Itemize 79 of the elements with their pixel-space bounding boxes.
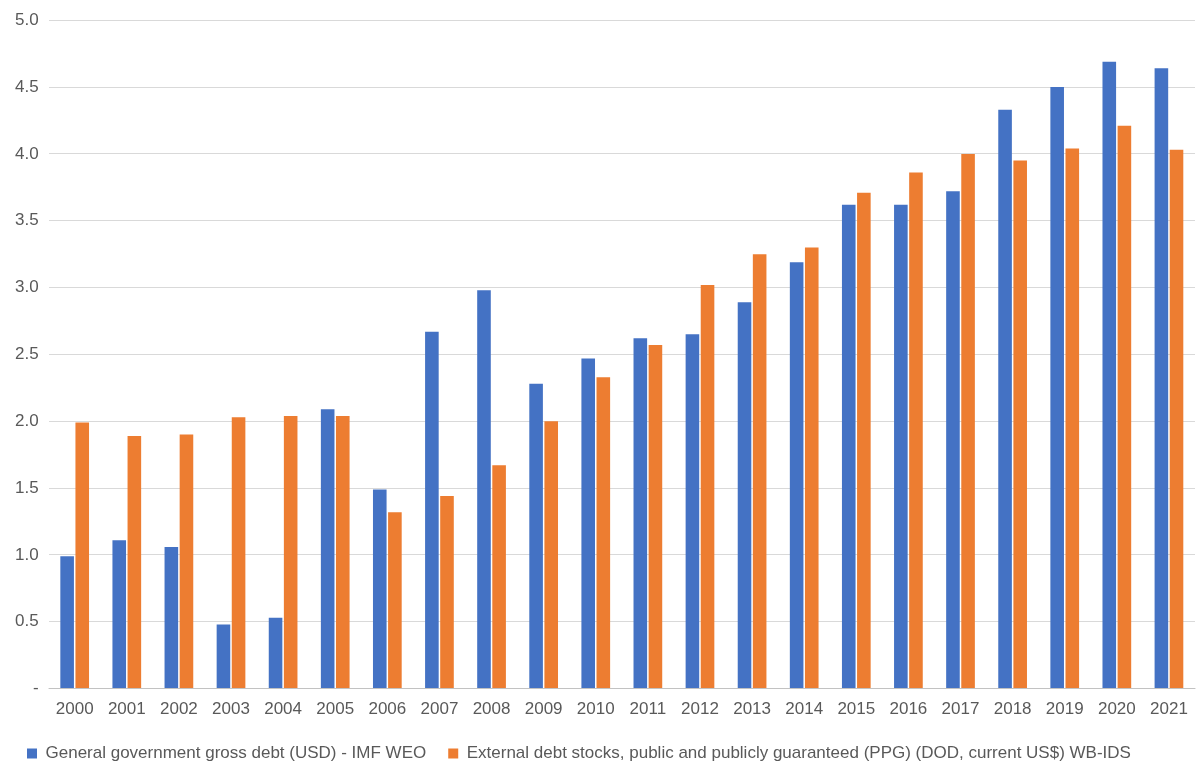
x-tick-label: 2006	[368, 699, 407, 719]
y-tick-label: 3.0	[14, 277, 39, 297]
bar	[529, 383, 543, 689]
x-tick-label: 2012	[681, 699, 719, 719]
x-tick-label: 2003	[212, 699, 250, 719]
x-tick-label: 2017	[941, 699, 980, 719]
bar	[127, 435, 142, 689]
bar	[216, 624, 231, 689]
bar	[75, 422, 90, 689]
x-tick-label: 2016	[889, 699, 928, 719]
x-tick-label: 2002	[159, 699, 198, 719]
bar	[179, 434, 194, 689]
bar	[231, 417, 246, 689]
bar	[857, 192, 871, 689]
bar	[492, 465, 506, 689]
bar	[894, 204, 908, 689]
bar	[1013, 160, 1027, 689]
bar	[335, 415, 350, 689]
x-tick-label: 2004	[264, 699, 303, 719]
bar	[477, 290, 491, 689]
bar	[1169, 149, 1184, 689]
x-tick-label: 2015	[837, 699, 876, 719]
bar	[789, 262, 804, 689]
x-tick-label: 2008	[472, 699, 511, 719]
bar	[961, 153, 975, 689]
x-tick-label: 2000	[55, 699, 94, 719]
x-tick-label: 2014	[785, 699, 824, 719]
bar	[372, 489, 387, 689]
bar	[544, 421, 559, 689]
bar	[737, 302, 752, 689]
x-tick-label: 2019	[1045, 699, 1084, 719]
y-tick-label: 3.5	[14, 210, 39, 230]
x-tick-label: 2020	[1097, 699, 1136, 719]
bar	[1050, 87, 1064, 689]
bar	[998, 109, 1012, 689]
bar	[946, 191, 960, 689]
x-tick-label: 2021	[1150, 699, 1188, 719]
x-tick-label: 2001	[107, 699, 146, 719]
bar	[1102, 61, 1117, 689]
y-tick-label: 2.5	[14, 344, 39, 364]
bar	[388, 512, 402, 689]
bar	[581, 358, 596, 689]
x-tick-label: 2010	[576, 699, 615, 719]
y-tick-label: -	[32, 678, 39, 698]
bar	[596, 377, 611, 689]
bar	[909, 172, 923, 689]
y-tick-label: 2.0	[14, 410, 39, 430]
bar	[440, 496, 454, 689]
bar	[841, 204, 856, 689]
bar	[320, 409, 335, 689]
x-tick-label: 2018	[993, 699, 1032, 719]
x-tick-label: 2013	[733, 699, 771, 719]
bar	[633, 338, 648, 689]
bar	[425, 331, 439, 689]
bar	[283, 415, 298, 689]
bar	[1154, 68, 1169, 689]
legend-label: External debt stocks, public and publicly guaranteed (PPG) (DOD, current US$) WB-IDS	[466, 743, 1131, 763]
bar	[1065, 148, 1080, 689]
bar	[164, 546, 179, 689]
y-tick-label: 1.0	[14, 544, 39, 564]
y-tick-label: 5.0	[14, 9, 39, 29]
y-tick-label: 0.5	[14, 611, 39, 631]
legend-label: General government gross debt (USD) - IMF WEO	[45, 743, 427, 763]
y-tick-label: 1.5	[14, 477, 39, 497]
bar	[1117, 125, 1132, 689]
x-tick-label: 2011	[629, 699, 667, 719]
bar	[112, 540, 127, 689]
bar	[804, 247, 819, 689]
bar	[752, 254, 767, 689]
bar	[700, 284, 715, 689]
x-tick-label: 2009	[524, 699, 563, 719]
y-tick-label: 4.0	[14, 143, 39, 163]
bar	[648, 345, 663, 689]
bar	[685, 334, 700, 689]
bar	[60, 556, 74, 689]
x-tick-label: 2007	[420, 699, 459, 719]
y-tick-label: 4.5	[14, 76, 39, 96]
x-tick-label: 2005	[316, 699, 355, 719]
bar	[268, 617, 283, 689]
